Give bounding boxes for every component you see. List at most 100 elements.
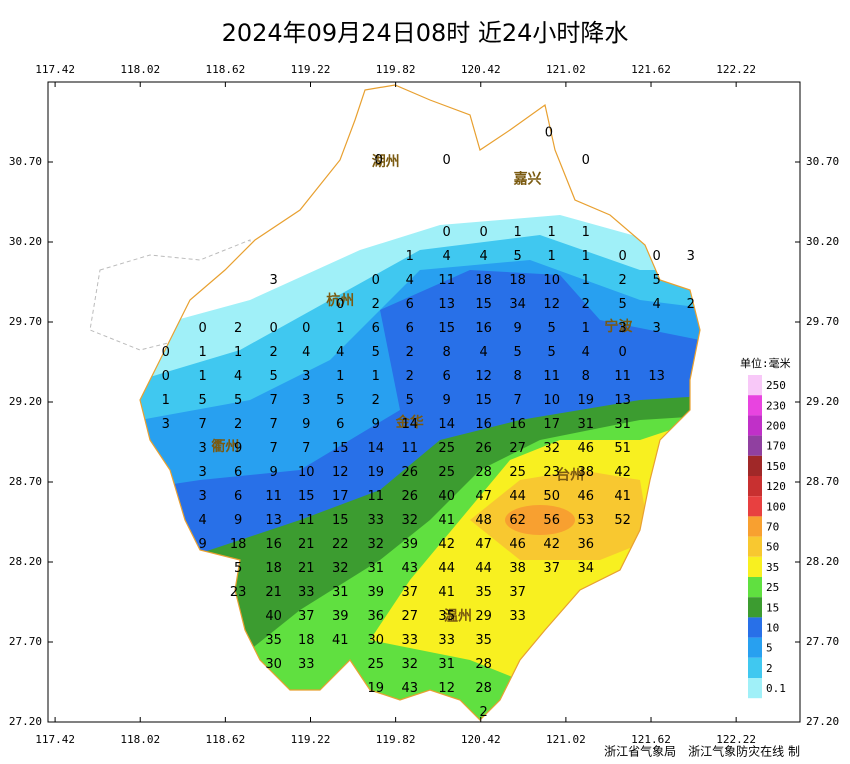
x-tick-label: 119.82: [376, 63, 416, 76]
legend-label: 5: [766, 642, 773, 655]
y-tick-label: 28.70: [806, 475, 839, 488]
x-tick-label: 121.02: [546, 733, 586, 746]
station-value: 35: [265, 633, 282, 648]
station-value: 5: [619, 297, 627, 312]
station-value: 8: [514, 369, 522, 384]
station-value: 10: [543, 393, 560, 408]
station-value: 5: [336, 393, 344, 408]
city-label: 湖州: [372, 154, 400, 170]
station-value: 5: [548, 321, 556, 336]
station-value: 30: [265, 657, 282, 672]
station-value: 3: [619, 321, 627, 336]
y-tick-label: 27.20: [806, 715, 839, 728]
station-value: 40: [438, 489, 455, 504]
legend-label: 100: [766, 500, 786, 513]
station-value: 6: [372, 321, 380, 336]
station-value: 4: [443, 249, 451, 264]
station-value: 0: [443, 153, 451, 168]
y-tick-label: 30.70: [806, 155, 839, 168]
station-value: 13: [648, 369, 665, 384]
station-value: 2: [234, 417, 242, 432]
station-value: 25: [438, 465, 455, 480]
station-value: 21: [298, 561, 315, 576]
station-value: 21: [298, 537, 315, 552]
station-value: 3: [302, 393, 310, 408]
x-tick-label: 117.42: [35, 733, 75, 746]
city-label: 嘉兴: [513, 171, 542, 188]
station-value: 41: [614, 489, 631, 504]
legend-swatch: [748, 516, 762, 537]
station-value: 12: [543, 297, 560, 312]
x-tick-label: 120.42: [461, 733, 501, 746]
station-value: 27: [402, 609, 419, 624]
station-value: 1: [336, 369, 344, 384]
station-value: 0: [619, 345, 627, 360]
station-value: 0: [199, 321, 207, 336]
legend-title: 单位:毫米: [740, 356, 791, 370]
station-value: 42: [438, 537, 455, 552]
station-value: 4: [653, 297, 661, 312]
map-title: 2024年09月24日08时 近24小时降水: [222, 19, 629, 47]
station-value: 35: [475, 633, 492, 648]
station-value: 56: [543, 513, 560, 528]
legend-swatch: [748, 597, 762, 618]
station-value: 39: [367, 585, 384, 600]
x-tick-label: 119.22: [291, 63, 331, 76]
station-value: 3: [199, 441, 207, 456]
station-value: 38: [509, 561, 526, 576]
station-value: 9: [302, 417, 310, 432]
station-value: 41: [332, 633, 349, 648]
station-value: 4: [302, 345, 310, 360]
station-value: 5: [234, 561, 242, 576]
station-value: 2: [269, 345, 277, 360]
station-value: 3: [162, 417, 170, 432]
station-value: 2: [406, 345, 414, 360]
station-value: 46: [577, 441, 594, 456]
station-value: 4: [479, 249, 487, 264]
station-value: 4: [199, 513, 207, 528]
station-value: 1: [548, 225, 556, 240]
station-value: 17: [332, 489, 349, 504]
station-value: 9: [269, 465, 277, 480]
station-value: 7: [199, 417, 207, 432]
station-value: 7: [514, 393, 522, 408]
station-value: 33: [509, 609, 526, 624]
station-value: 19: [367, 681, 384, 696]
station-value: 3: [199, 489, 207, 504]
station-value: 13: [265, 513, 282, 528]
station-value: 32: [402, 657, 419, 672]
station-value: 12: [475, 369, 492, 384]
station-value: 5: [199, 393, 207, 408]
station-value: 39: [332, 609, 349, 624]
station-value: 1: [548, 249, 556, 264]
legend-swatch: [748, 375, 762, 396]
station-value: 2: [619, 273, 627, 288]
station-value: 9: [443, 393, 451, 408]
station-value: 4: [234, 369, 242, 384]
legend-label: 0.1: [766, 682, 786, 695]
station-value: 4: [479, 345, 487, 360]
station-value: 43: [402, 561, 419, 576]
station-value: 35: [475, 585, 492, 600]
station-value: 23: [543, 465, 560, 480]
x-tick-label: 118.62: [205, 733, 245, 746]
station-value: 7: [269, 393, 277, 408]
station-value: 27: [509, 441, 526, 456]
station-value: 1: [406, 249, 414, 264]
station-value: 34: [509, 297, 526, 312]
station-value: 42: [614, 465, 631, 480]
station-value: 3: [269, 273, 277, 288]
legend-swatch: [748, 617, 762, 638]
legend-swatch: [748, 637, 762, 658]
station-value: 0: [653, 249, 661, 264]
y-tick-label: 28.20: [9, 555, 42, 568]
legend-swatch: [748, 455, 762, 476]
station-value: 19: [367, 465, 384, 480]
station-value: 2: [582, 297, 590, 312]
station-value: 29: [475, 609, 492, 624]
station-value: 1: [582, 225, 590, 240]
y-tick-label: 29.70: [806, 315, 839, 328]
station-value: 1: [199, 369, 207, 384]
station-value: 32: [402, 513, 419, 528]
station-value: 33: [298, 657, 315, 672]
